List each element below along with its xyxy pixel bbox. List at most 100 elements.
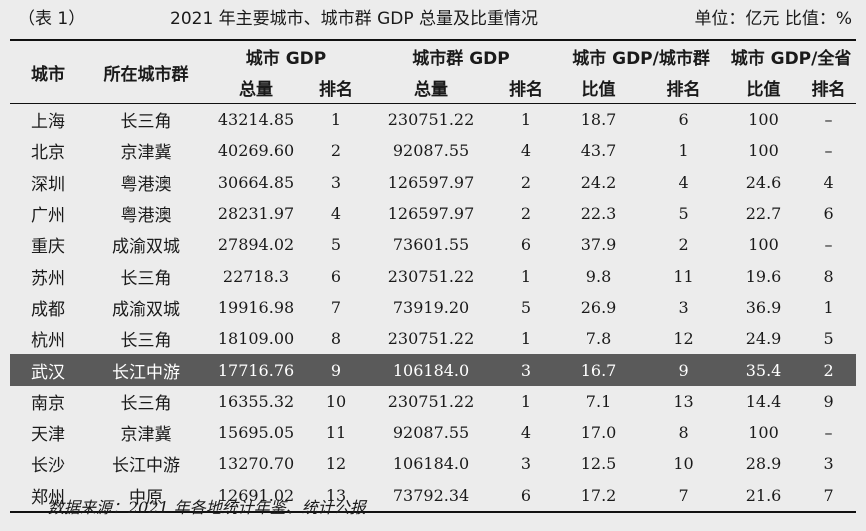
cell-ratio-province: 14.4 [745,391,782,411]
cell-city-gdp-rank: 12 [325,454,347,474]
cell-city-gdp-rank: 10 [325,391,347,411]
table-caption: （表 1） 2021 年主要城市、城市群 GDP 总量及比重情况 单位：亿元 比… [0,0,866,38]
cell-city-gdp: 30664.85 [217,172,295,192]
cell-ratio-province: 35.4 [726,354,802,386]
cell-cluster-rank: 2 [520,204,532,224]
table-row: 北京 京津冀 40269.60 2 92087.55 4 43.7 1 100 – [10,135,856,166]
cell-cluster-gdp: 106184.0 [366,354,497,386]
cell-ratio-province: 19.6 [745,266,782,286]
cell-city: 北京 [31,143,65,164]
cell-city-gdp-rank: 11 [325,423,347,443]
cell-ratio-province-rank: 8 [823,266,834,286]
table-row: 杭州 长三角 18109.00 8 230751.22 1 7.8 12 24.9 5 [10,323,856,354]
cell-ratio-cluster-rank: 5 [678,204,689,224]
cell-city: 郑州 [31,487,65,508]
cell-ratio-province-rank: – [824,235,833,255]
cell-cluster-gdp: 73919.20 [392,297,470,317]
cell-ratio-province-rank: 7 [823,485,834,505]
header-rank: 排名 [306,72,367,104]
cell-cluster: 长三角 [120,331,172,352]
cell-ratio-province: 22.7 [745,204,782,224]
cell-cluster-gdp: 92087.55 [392,141,470,161]
cell-ratio-province-rank: – [824,110,833,130]
cell-ratio-province-rank: 4 [823,172,834,192]
unit-note: 单位：亿元 比值：% [694,9,852,29]
table-row: 长沙 长江中游 13270.70 12 106184.0 3 12.5 10 28.9 3 [10,448,856,479]
header-rank: 排名 [641,72,727,104]
cell-city-gdp: 15695.05 [217,423,295,443]
cell-ratio-cluster: 37.9 [580,235,617,255]
header-total: 总量 [366,72,497,104]
cell-cluster: 成渝双城 [112,299,180,320]
cell-ratio-province-rank: – [824,141,833,161]
cell-cluster-rank: 3 [496,354,557,386]
cell-ratio-province-rank: – [824,423,833,443]
cell-ratio-cluster: 24.2 [580,172,617,192]
header-ratio: 比值 [556,72,642,104]
cell-ratio-cluster: 16.7 [556,354,642,386]
table-row: 重庆 成渝双城 27894.02 5 73601.55 6 37.9 2 100 – [10,229,856,260]
cell-city: 长沙 [31,456,65,477]
cell-city-gdp: 17716.76 [206,354,306,386]
table-row: 广州 粤港澳 28231.97 4 126597.97 2 22.3 5 22.7 6 [10,198,856,229]
cell-ratio-province: 100 [748,423,779,443]
cell-ratio-cluster-rank: 12 [673,329,694,349]
cell-ratio-cluster-rank: 8 [678,423,689,443]
header-city: 城市 [10,40,86,104]
cell-ratio-cluster: 18.7 [580,110,617,130]
table-row: 南京 长三角 16355.32 10 230751.22 1 7.1 13 14.4 9 [10,386,856,417]
table-row: 天津 京津冀 15695.05 11 92087.55 4 17.0 8 100 – [10,417,856,448]
cell-cluster-rank: 3 [520,454,532,474]
header-ratio: 比值 [726,72,802,104]
cell-city-gdp: 13270.70 [217,454,295,474]
cell-city-gdp: 18109.00 [217,329,295,349]
table-number: （表 1） [18,9,86,29]
cell-cluster: 长三角 [120,393,172,414]
cell-cluster-gdp: 73792.34 [392,485,470,505]
cell-city-gdp: 43214.85 [217,110,295,130]
table-row: 深圳 粤港澳 30664.85 3 126597.97 2 24.2 4 24.6 4 [10,167,856,198]
cell-ratio-province: 28.9 [745,454,782,474]
cell-cluster-rank: 1 [520,391,532,411]
cell-cluster-rank: 6 [520,485,532,505]
cell-cluster-gdp: 126597.97 [387,172,475,192]
cell-city-gdp-rank: 1 [330,110,342,130]
cell-city-gdp: 22718.3 [222,266,290,286]
table-row: 成都 成渝双城 19916.98 7 73919.20 5 26.9 3 36.9 1 [10,292,856,323]
cell-ratio-cluster-rank: 2 [678,235,689,255]
table-body: 上海 长三角 43214.85 1 230751.22 1 18.7 6 100– 北京 京津冀 40… [10,104,857,512]
cell-ratio-cluster-rank: 11 [673,266,694,286]
cell-cluster-rank: 5 [520,297,532,317]
cell-ratio-cluster-rank: 3 [678,297,689,317]
cell-cluster: 长江中游 [86,354,206,386]
cell-cluster: 长三角 [120,112,172,133]
cell-city: 杭州 [31,331,65,352]
header-cluster: 所在城市群 [86,40,206,104]
header-rank: 排名 [496,72,557,104]
cell-ratio-cluster: 9.8 [585,266,612,286]
cell-ratio-province-rank: 5 [823,329,834,349]
cell-ratio-province: 100 [748,235,779,255]
cell-ratio-cluster: 17.0 [580,423,617,443]
cell-city: 南京 [31,393,65,414]
cell-ratio-province-rank: 9 [823,391,834,411]
cell-cluster-rank: 1 [520,110,532,130]
cell-cluster: 中原 [129,487,163,508]
cell-ratio-province: 21.6 [745,485,782,505]
cell-city-gdp: 27894.02 [217,235,295,255]
cell-cluster-gdp: 230751.22 [387,266,475,286]
cell-ratio-province-rank: 1 [823,297,834,317]
cell-ratio-province: 24.9 [745,329,782,349]
header-total: 总量 [206,72,306,104]
cell-ratio-cluster: 12.5 [580,454,617,474]
header-cluster-gdp: 城市群 GDP [412,49,510,69]
cell-cluster-rank: 1 [520,266,532,286]
table-row: 郑州 中原 12691.02 13 73792.34 6 17.2 7 21.6 7 [10,480,856,512]
cell-city: 苏州 [31,268,65,289]
cell-ratio-cluster-rank: 6 [678,110,689,130]
cell-cluster-gdp: 230751.22 [387,110,475,130]
cell-cluster: 粤港澳 [120,206,172,227]
cell-city: 天津 [31,425,65,446]
cell-cluster: 京津冀 [120,143,172,164]
header-rank: 排名 [801,72,857,104]
